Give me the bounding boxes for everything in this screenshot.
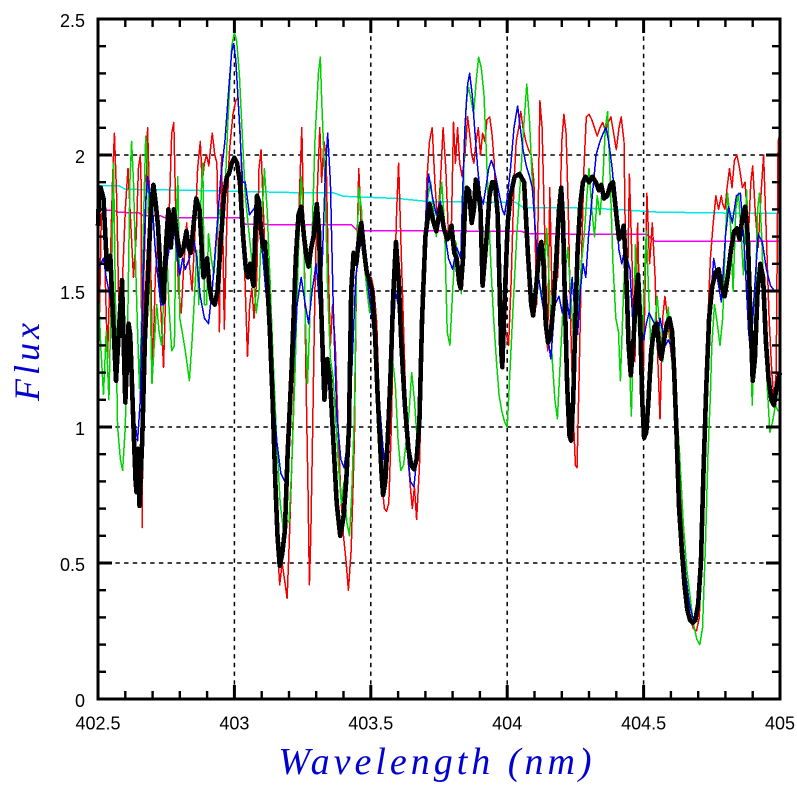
svg-text:2: 2	[75, 147, 85, 167]
svg-text:405: 405	[765, 714, 795, 734]
svg-text:Flux: Flux	[7, 319, 47, 402]
svg-text:403: 403	[219, 714, 249, 734]
svg-text:404.5: 404.5	[621, 714, 666, 734]
svg-text:2.5: 2.5	[60, 11, 85, 31]
svg-text:402.5: 402.5	[75, 714, 120, 734]
svg-text:0: 0	[75, 691, 85, 711]
svg-text:403.5: 403.5	[348, 714, 393, 734]
svg-text:1: 1	[75, 419, 85, 439]
svg-text:1.5: 1.5	[60, 283, 85, 303]
svg-text:0.5: 0.5	[60, 555, 85, 575]
svg-text:Wavelength (nm): Wavelength (nm)	[278, 741, 595, 783]
svg-text:404: 404	[492, 714, 522, 734]
